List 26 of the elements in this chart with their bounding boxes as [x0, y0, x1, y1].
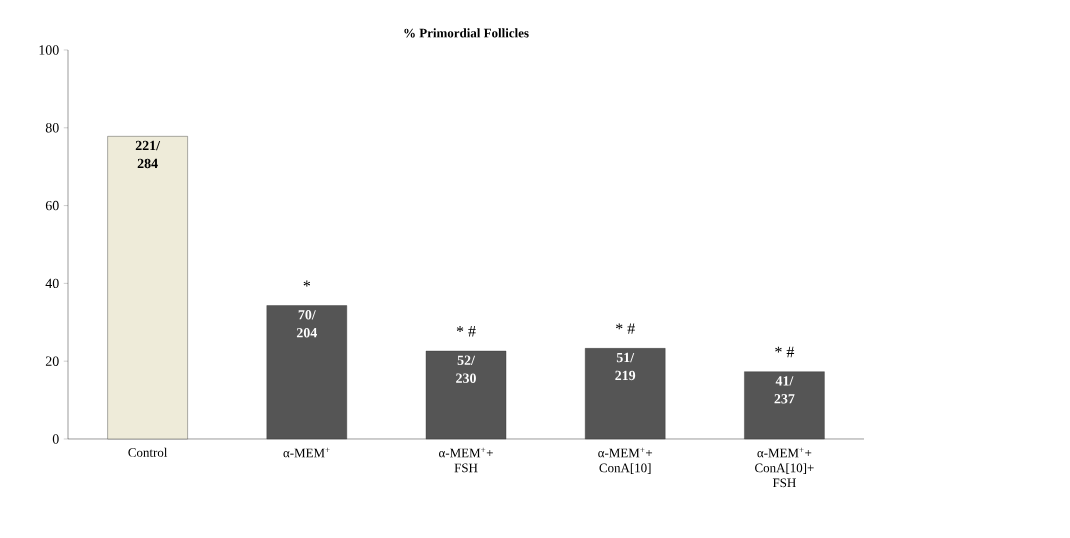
- annotation: * #: [775, 346, 795, 358]
- x-tick-label: α-MEM$^{+}$+ ConA[10]+ FSH: [755, 447, 814, 488]
- y-tick-label: 80: [45, 123, 59, 133]
- annotation: *: [303, 280, 311, 287]
- y-tick-label: 100: [39, 45, 59, 55]
- x-tick-label: α-MEM$^{+}$+ ConA[10]: [598, 447, 653, 474]
- bar: [425, 350, 507, 440]
- data-label: 52/ 230: [456, 355, 476, 383]
- x-tick-label: Control: [128, 447, 168, 457]
- x-tick-label: α-MEM$^{+}$+ FSH: [439, 447, 493, 473]
- bar: [585, 348, 666, 440]
- y-tick-label: 40: [45, 278, 59, 289]
- x-tick-label: α-MEM$^{+}$: [283, 447, 330, 458]
- y-tick-label: 0: [52, 434, 59, 444]
- data-label: 41/ 237: [774, 376, 795, 404]
- bar: [107, 136, 188, 440]
- bar: [266, 305, 348, 440]
- bar: [744, 371, 825, 440]
- data-label: 70/ 204: [296, 310, 318, 338]
- chart-title: % Primordial Follicles: [404, 28, 529, 38]
- y-tick-label: 20: [45, 356, 59, 366]
- data-label: 51/ 219: [615, 352, 636, 381]
- data-label: 221/ 284: [135, 140, 161, 169]
- annotation: * #: [616, 323, 635, 334]
- y-tick-label: 60: [45, 200, 59, 211]
- annotation: * #: [456, 326, 476, 337]
